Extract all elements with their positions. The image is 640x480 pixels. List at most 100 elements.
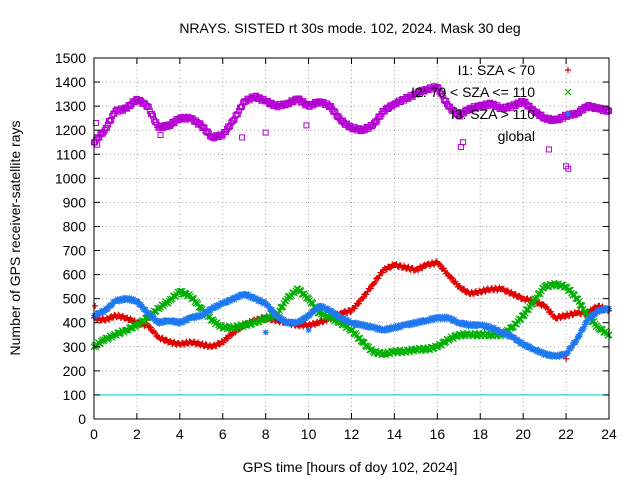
data-point	[366, 346, 374, 354]
data-point	[376, 272, 383, 279]
data-point	[443, 313, 450, 320]
ticks: 0 2 4 6 8 10 12 14 16 18 20 22 240100200300400500600…	[55, 50, 617, 442]
data-point	[418, 319, 425, 326]
series-layer	[90, 83, 613, 362]
x-tick-label: 18	[472, 426, 488, 442]
data-point	[281, 318, 288, 325]
x-tick-label: 22	[558, 426, 574, 442]
data-point	[461, 286, 468, 293]
x-tick-label: 10	[301, 426, 317, 442]
data-point	[116, 298, 123, 305]
x-tick-label: 2	[133, 426, 141, 442]
data-point	[360, 294, 367, 301]
data-point	[228, 119, 235, 126]
data-point	[453, 280, 460, 287]
data-point	[575, 333, 582, 340]
x-tick-label: 12	[344, 426, 360, 442]
x-tick-label: 6	[219, 426, 227, 442]
data-point	[321, 305, 328, 312]
data-point	[100, 309, 107, 316]
data-point	[604, 107, 611, 114]
y-tick-label: 1500	[55, 50, 86, 66]
data-point	[464, 321, 471, 328]
legend: I1: SZA < 70 I2: 70 < SZA <= 110 I3: SZA >…	[411, 62, 572, 144]
y-tick-label: 600	[63, 267, 87, 283]
data-point	[104, 306, 111, 313]
data-point	[535, 346, 542, 353]
data-point	[508, 288, 515, 295]
x-tick-label: 24	[601, 426, 617, 442]
data-point	[272, 310, 279, 317]
data-point	[162, 336, 169, 343]
legend-marker	[564, 88, 572, 96]
legend-marker	[565, 67, 571, 73]
data-point	[452, 318, 459, 325]
series-2-dense	[92, 291, 611, 360]
data-point	[213, 343, 220, 350]
outlier-point	[457, 144, 464, 151]
data-point	[249, 293, 256, 300]
data-point	[529, 345, 536, 352]
data-point	[520, 311, 528, 319]
series-3	[91, 83, 612, 146]
data-point	[491, 324, 498, 331]
data-point	[261, 298, 268, 305]
data-point	[174, 318, 181, 325]
data-point	[225, 335, 232, 342]
data-point	[408, 319, 415, 326]
data-point	[191, 315, 198, 322]
outlier-point	[563, 355, 570, 362]
data-point	[163, 337, 170, 344]
data-point	[142, 306, 149, 313]
data-point	[222, 129, 229, 136]
data-point	[577, 302, 585, 309]
data-point	[486, 323, 493, 330]
data-point	[437, 262, 444, 269]
data-point	[240, 291, 247, 298]
data-point	[122, 294, 129, 301]
y-tick-label: 0	[78, 411, 86, 427]
data-point	[580, 326, 587, 333]
series-2	[91, 290, 612, 360]
data-point	[519, 339, 526, 346]
outlier-point	[303, 122, 310, 129]
data-point	[216, 341, 223, 348]
data-point	[352, 319, 359, 326]
data-point	[207, 307, 214, 314]
data-point	[436, 260, 443, 267]
data-point	[401, 262, 408, 269]
data-point	[420, 317, 427, 324]
outlier-point	[262, 129, 269, 136]
data-point	[512, 291, 519, 298]
data-point	[478, 289, 485, 296]
data-point	[573, 336, 580, 343]
data-point	[285, 318, 292, 325]
chart-title: NRAYS. SISTED rt 30s mode. 102, 2024. Ma…	[179, 20, 520, 36]
data-point	[430, 317, 437, 324]
data-point	[324, 305, 331, 312]
x-tick-label: 14	[387, 426, 403, 442]
data-point	[234, 111, 241, 118]
data-point	[507, 290, 514, 297]
data-point	[432, 84, 439, 91]
data-point	[398, 323, 405, 330]
data-point	[197, 311, 204, 318]
data-point	[150, 112, 157, 119]
legend-label: I3: SZA > 110	[451, 106, 535, 122]
data-point	[170, 317, 177, 324]
data-point	[235, 294, 242, 301]
y-tick-label: 300	[63, 339, 87, 355]
y-tick-label: 800	[63, 218, 87, 234]
outliers	[92, 119, 572, 362]
data-point	[203, 310, 210, 317]
outlier-point	[545, 146, 552, 153]
legend-label: I2: 70 < SZA <= 110	[411, 84, 535, 100]
data-point	[319, 319, 326, 326]
y-tick-label: 700	[63, 243, 87, 259]
data-point	[604, 306, 611, 313]
data-point	[340, 315, 347, 322]
data-point	[196, 314, 203, 321]
data-point	[156, 320, 163, 327]
data-point	[121, 297, 128, 304]
